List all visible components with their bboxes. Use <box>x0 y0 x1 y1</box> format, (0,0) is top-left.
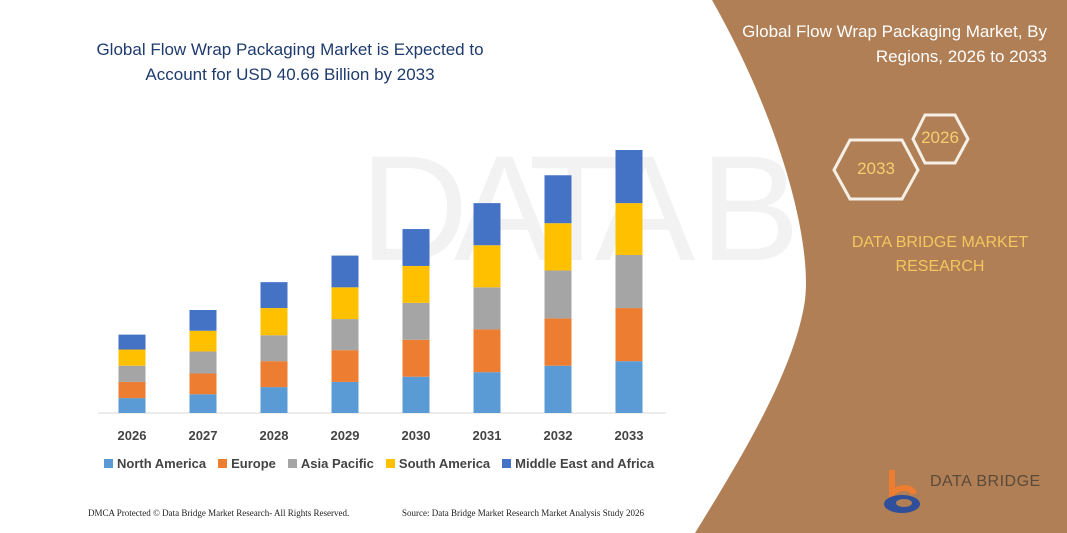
bar-segment-2032-europe <box>544 318 572 366</box>
bar-segment-2028-north-america <box>260 387 288 413</box>
bar-segment-2028-europe <box>260 361 288 388</box>
bar-segment-2032-middle-east-and-africa <box>544 175 572 224</box>
legend-item: North America <box>104 456 206 471</box>
hex-label-end: 2033 <box>857 159 895 178</box>
legend-swatch <box>104 459 113 468</box>
bar-segment-2029-north-america <box>331 381 359 413</box>
footer-copyright: DMCA Protected © Data Bridge Market Rese… <box>88 508 350 518</box>
bar-segment-2029-middle-east-and-africa <box>331 255 359 288</box>
bar-segment-2031-asia-pacific <box>473 287 501 330</box>
bar-segment-2030-south-america <box>402 265 430 303</box>
bar-segment-2033-europe <box>615 308 643 362</box>
legend: North America Europe Asia Pacific South Ame… <box>104 456 654 471</box>
chart-title: Global Flow Wrap Packaging Market is Exp… <box>96 40 484 84</box>
x-tick-label: 2033 <box>615 428 644 443</box>
bar-segment-2031-north-america <box>473 372 501 413</box>
bar-segment-2026-north-america <box>118 398 146 413</box>
bar-segment-2028-asia-pacific <box>260 335 288 362</box>
bar-segment-2030-europe <box>402 339 430 377</box>
legend-swatch <box>287 459 297 468</box>
bar-segment-2027-south-america <box>189 330 217 352</box>
x-tick-label: 2031 <box>473 428 502 443</box>
watermark: DATA B <box>360 124 800 292</box>
bar-segment-2027-middle-east-and-africa <box>189 310 217 331</box>
bar-segment-2031-middle-east-and-africa <box>473 203 501 246</box>
legend-item: South America <box>385 456 491 471</box>
legend-swatch <box>385 459 395 468</box>
legend-label: North America <box>117 456 207 471</box>
side-panel-background <box>695 0 1067 533</box>
bar-segment-2029-europe <box>331 350 359 382</box>
bar-segment-2027-asia-pacific <box>189 351 217 374</box>
bar-segment-2033-south-america <box>615 203 643 255</box>
bar-segment-2030-north-america <box>402 376 430 413</box>
bar-segment-2033-north-america <box>615 361 643 413</box>
legend-label: Europe <box>231 456 276 471</box>
bar-segment-2029-asia-pacific <box>331 319 359 351</box>
side-panel-title: Global Flow Wrap Packaging Market, By Re… <box>742 22 1047 66</box>
hexagon-2033 <box>832 138 920 201</box>
bar-segment-2028-middle-east-and-africa <box>260 282 288 309</box>
bar-segment-2026-south-america <box>118 349 146 366</box>
bar-segment-2031-europe <box>473 329 501 373</box>
hexagon-2026 <box>911 113 970 165</box>
legend-swatch <box>218 459 228 468</box>
hex-label-start: 2026 <box>921 128 959 147</box>
bar-segment-2028-south-america <box>260 308 288 336</box>
bar-segment-2026-middle-east-and-africa <box>118 334 146 350</box>
bar-segment-2027-north-america <box>189 394 217 413</box>
x-tick-label: 2030 <box>402 428 431 443</box>
data-bridge-logo-icon <box>884 470 920 513</box>
bar-segment-2029-south-america <box>331 287 359 320</box>
bar-segment-2026-europe <box>118 381 146 399</box>
brand-text: DATA BRIDGE MARKET RESEARCH <box>851 234 1029 275</box>
legend-item: Middle East and Africa <box>502 456 654 471</box>
bar-segment-2031-south-america <box>473 245 501 288</box>
bar-segment-2030-middle-east-and-africa <box>402 229 430 266</box>
legend-item: Europe <box>218 456 276 471</box>
x-tick-label: 2032 <box>544 428 573 443</box>
legend-item: Asia Pacific <box>287 456 374 471</box>
x-tick-label: 2027 <box>189 428 218 443</box>
bar-segment-2026-asia-pacific <box>118 365 146 382</box>
bar-segment-2032-south-america <box>544 223 572 271</box>
legend-label: Middle East and Africa <box>515 456 655 471</box>
logo-text: DATA BRIDGE <box>930 473 1041 490</box>
bar-segment-2032-north-america <box>544 365 572 413</box>
bar-segment-2033-asia-pacific <box>615 254 643 309</box>
bar-segment-2030-asia-pacific <box>402 302 430 340</box>
bar-segment-2032-asia-pacific <box>544 270 572 319</box>
legend-label: Asia Pacific <box>300 456 374 471</box>
x-tick-label: 2026 <box>118 428 147 443</box>
legend-swatch <box>502 459 512 468</box>
bar-segment-2027-europe <box>189 373 217 395</box>
bar-segment-2033-middle-east-and-africa <box>615 150 643 204</box>
footer-source: Source: Data Bridge Market Research Mark… <box>402 508 644 518</box>
x-tick-label: 2028 <box>260 428 289 443</box>
legend-label: South America <box>398 456 491 471</box>
x-tick-label: 2029 <box>331 428 360 443</box>
